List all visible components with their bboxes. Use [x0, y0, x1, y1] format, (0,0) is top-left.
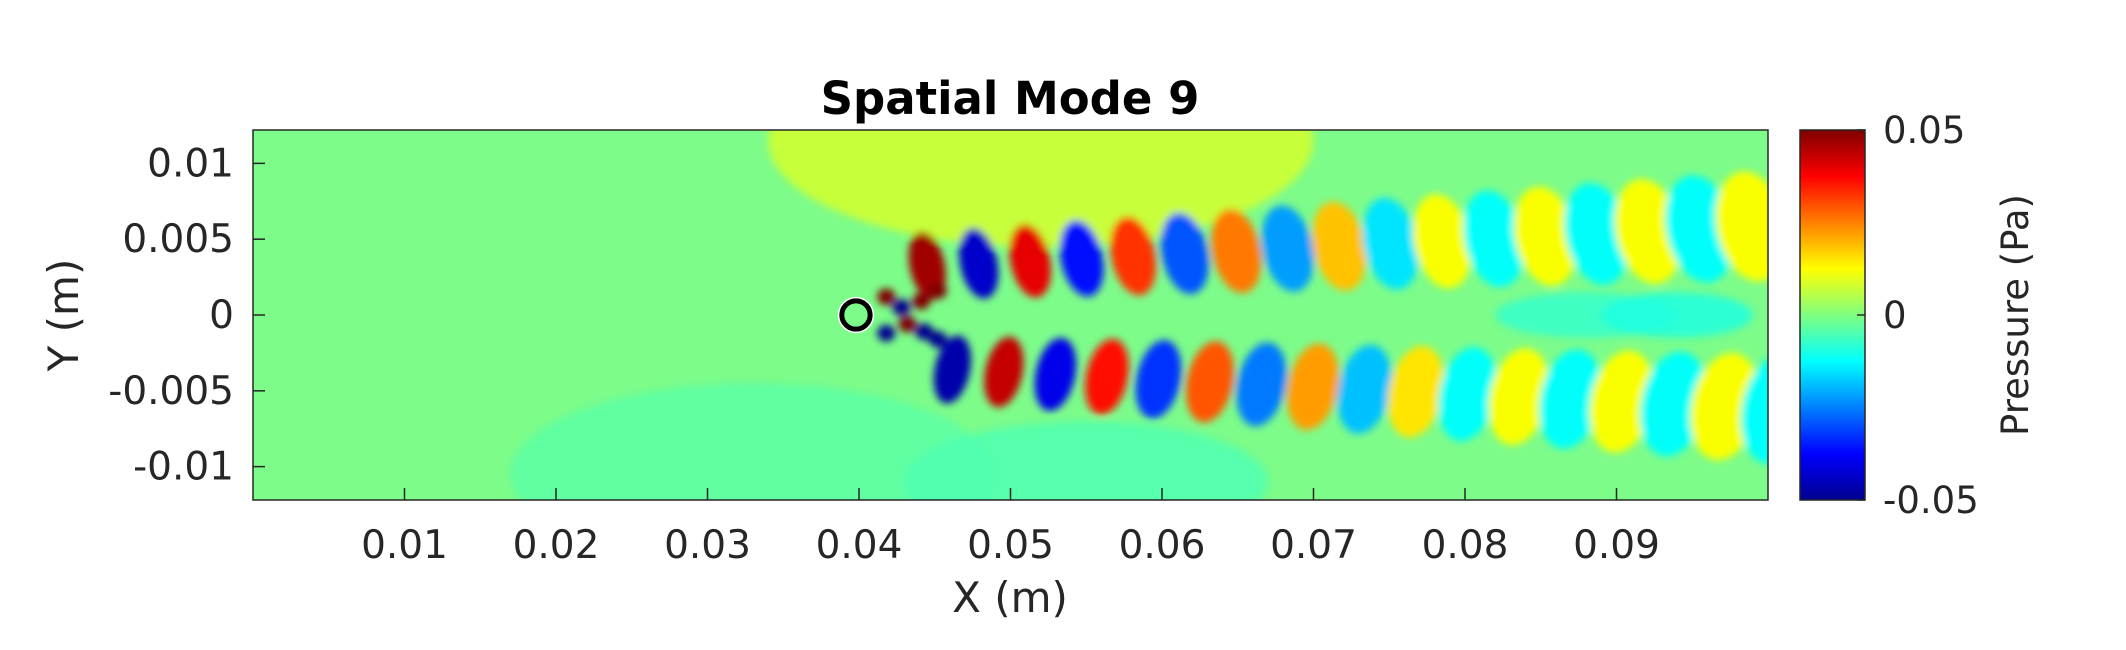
wake-cell: [1337, 344, 1392, 434]
cylinder-edge: [839, 298, 873, 332]
near-wake-cell: [877, 324, 896, 342]
near-wake-cell: [912, 293, 931, 310]
wake-cell: [958, 228, 999, 299]
wake-cell: [1261, 205, 1314, 292]
near-wake-cell: [915, 323, 934, 341]
near-wake-cell: [892, 299, 911, 316]
wake-cell: [1160, 213, 1209, 295]
wake-cell: [1034, 337, 1077, 412]
x-axis-ticks: 0.01 0.02 0.03 0.04 0.05 0.06 0.07 0.08 0.09: [361, 488, 1660, 568]
y-tick-label: 0.01: [147, 141, 234, 186]
wake-cell: [1312, 201, 1367, 291]
plot-area: [253, 130, 1768, 500]
y-tick-label: -0.01: [133, 445, 234, 490]
wake-cell: [1185, 341, 1234, 423]
wake-cell: [1715, 171, 1768, 282]
wake-cell: [1539, 349, 1602, 449]
wake-cell: [1387, 345, 1445, 438]
y-tick-label: -0.005: [108, 369, 234, 414]
wake-cell: [1286, 343, 1340, 430]
y-axis-label: Y (m): [39, 259, 88, 373]
colorbar-tick-label: -0.05: [1883, 479, 1979, 522]
wake-cell: [1463, 190, 1525, 288]
wake-cell: [1488, 348, 1550, 445]
wake-cell: [1639, 351, 1708, 457]
wake-cell: [1059, 220, 1104, 297]
wake-cell: [1211, 209, 1262, 293]
x-tick-label: 0.05: [967, 523, 1054, 568]
x-tick-label: 0.06: [1119, 523, 1206, 568]
wake-cell: [1085, 339, 1129, 415]
y-tick-label: 0.005: [122, 217, 234, 262]
wake-cell: [1438, 347, 1497, 442]
colorbar-ticks: 0.05 0 -0.05: [1857, 109, 1979, 522]
wake-cell: [1362, 197, 1419, 290]
wake-cell: [1412, 194, 1472, 289]
x-tick-label: 0.07: [1270, 523, 1357, 568]
wake-cell: [1614, 179, 1682, 284]
x-tick-label: 0.09: [1573, 523, 1660, 568]
cylinder: [837, 296, 875, 334]
wake-cell: [1009, 224, 1051, 298]
y-axis-ticks: 0.01 0.005 0 -0.005 -0.01: [108, 141, 265, 490]
near-wake-cell: [928, 282, 947, 300]
wake-cell: [1513, 186, 1577, 287]
wake-cell: [1740, 353, 1768, 464]
near-wake-cell: [877, 288, 896, 306]
wake-cell: [1589, 350, 1655, 453]
colorbar-tick-label: 0.05: [1883, 109, 1965, 152]
field-zone: [1601, 292, 1753, 338]
colorbar-label: Pressure (Pa): [1994, 194, 2037, 436]
x-tick-label: 0.01: [361, 523, 448, 568]
chart-title: Spatial Mode 9: [821, 72, 1200, 125]
near-wake-cell: [898, 315, 917, 333]
x-axis-label: X (m): [952, 573, 1068, 622]
wake-cell: [933, 335, 972, 404]
wake-cell: [1110, 216, 1157, 296]
x-tick-label: 0.03: [664, 523, 751, 568]
wake-cell: [984, 336, 1024, 408]
colorbar-tick-label: 0: [1883, 294, 1907, 337]
y-tick-label: 0: [209, 293, 234, 338]
x-tick-label: 0.02: [513, 523, 600, 568]
wake-cell: [1236, 342, 1287, 427]
near-wake-cell: [928, 330, 947, 348]
colorbar: [1799, 129, 1866, 501]
field-zone: [510, 383, 996, 500]
pressure-field: [510, 130, 1768, 500]
wake-cell: [1135, 340, 1182, 419]
wake-cell: [1564, 182, 1630, 285]
x-tick-label: 0.08: [1422, 523, 1509, 568]
field-zone: [904, 421, 1268, 500]
x-tick-label: 0.04: [816, 523, 903, 568]
